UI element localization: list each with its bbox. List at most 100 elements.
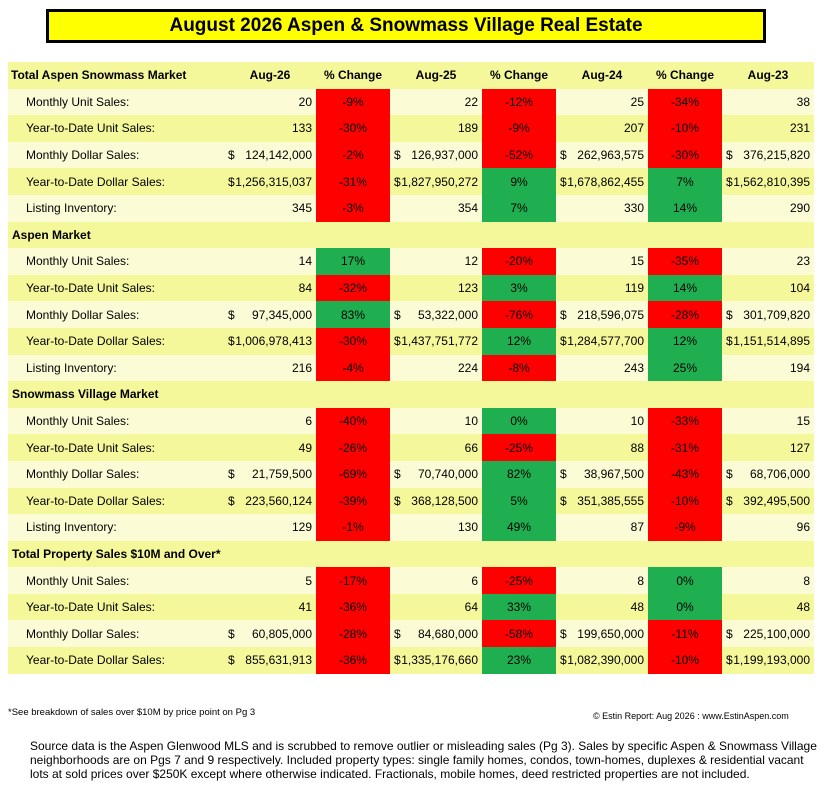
- value-cell: 87: [556, 514, 648, 541]
- value: 60,805,000: [251, 626, 312, 641]
- value: 10: [464, 414, 478, 429]
- value: 1,678,862,455: [567, 174, 644, 189]
- value: 290: [789, 201, 810, 216]
- value-cell: 96: [722, 514, 814, 541]
- source-note: Source data is the Aspen Glenwood MLS an…: [30, 739, 817, 781]
- value-cell: $97,345,000: [224, 301, 316, 328]
- value: 5: [305, 573, 312, 588]
- percent-change-cell: 7%: [482, 194, 556, 222]
- percent-change-cell: -9%: [482, 115, 556, 142]
- value-cell: $70,740,000: [390, 460, 482, 488]
- row-label: Year-to-Date Dollar Sales:: [8, 168, 224, 195]
- value-cell: $21,759,500: [224, 460, 316, 488]
- value-cell: $1,827,950,272: [390, 168, 482, 195]
- table-row: Monthly Dollar Sales: $97,345,000 83% $53,3…: [8, 301, 814, 328]
- value-cell: $1,151,514,895: [722, 327, 814, 355]
- percent-change-cell: -12%: [482, 88, 556, 116]
- value-cell: 15: [556, 248, 648, 275]
- value-cell: $1,256,315,037: [224, 168, 316, 195]
- percent-change-cell: -33%: [648, 407, 722, 435]
- section-title: Total Aspen Snowmass Market: [8, 62, 224, 89]
- value: 8: [803, 573, 810, 588]
- value: 301,709,820: [743, 307, 810, 322]
- value: 1,562,810,395: [733, 174, 810, 189]
- value-cell: 127: [722, 434, 814, 461]
- value-cell: 104: [722, 274, 814, 302]
- table-row: Listing Inventory: 216 -4% 224 -8% 243 25% 194: [8, 354, 814, 382]
- value-cell: 12: [390, 248, 482, 275]
- value: 1,082,390,000: [567, 653, 644, 668]
- percent-change-cell: -8%: [482, 354, 556, 382]
- value: 345: [291, 201, 312, 216]
- percent-change-cell: -58%: [482, 620, 556, 648]
- table-row: Year-to-Date Dollar Sales: $1,006,978,413…: [8, 327, 814, 355]
- section-title: Snowmass Village Market: [8, 381, 814, 408]
- value: 25: [630, 94, 644, 109]
- value-cell: $126,937,000: [390, 141, 482, 169]
- value: 10: [630, 414, 644, 429]
- currency-symbol: $: [394, 174, 401, 189]
- value-cell: 84: [224, 274, 316, 302]
- percent-change-cell: -30%: [648, 141, 722, 169]
- table-row: Monthly Dollar Sales: $124,142,000 -2% $126…: [8, 141, 814, 169]
- footnote: *See breakdown of sales over $10M by pri…: [8, 707, 256, 718]
- percent-change-cell: 5%: [482, 487, 556, 515]
- percent-change-cell: -30%: [316, 327, 390, 355]
- value-cell: $1,335,176,660: [390, 647, 482, 674]
- value-cell: 345: [224, 194, 316, 222]
- value: 64: [464, 600, 478, 615]
- row-label: Monthly Unit Sales:: [8, 88, 224, 116]
- value-cell: 8: [556, 567, 648, 594]
- value: 123: [457, 281, 478, 296]
- value: 1,006,978,413: [235, 334, 312, 349]
- percent-change-cell: 25%: [648, 354, 722, 382]
- value: 97,345,000: [251, 307, 312, 322]
- percent-change-cell: -28%: [648, 301, 722, 328]
- percent-change-cell: -10%: [648, 647, 722, 674]
- currency-symbol: $: [726, 626, 733, 641]
- credit-line: © Estin Report: Aug 2026 : www.EstinAspe…: [593, 711, 789, 721]
- percent-change-cell: -40%: [316, 407, 390, 435]
- value: 376,215,820: [743, 148, 810, 163]
- row-label: Year-to-Date Dollar Sales:: [8, 487, 224, 515]
- value-cell: 243: [556, 354, 648, 382]
- value-cell: 49: [224, 434, 316, 461]
- value: 15: [796, 414, 810, 429]
- value-cell: 41: [224, 593, 316, 621]
- value-cell: 5: [224, 567, 316, 594]
- percent-change-cell: -31%: [316, 168, 390, 195]
- value-cell: $225,100,000: [722, 620, 814, 648]
- row-label: Listing Inventory:: [8, 514, 224, 541]
- value: 392,495,500: [743, 493, 810, 508]
- percent-change-cell: -2%: [316, 141, 390, 169]
- value: 14: [298, 254, 312, 269]
- percent-change-cell: -30%: [316, 115, 390, 142]
- percent-change-cell: 12%: [482, 327, 556, 355]
- value-cell: 129: [224, 514, 316, 541]
- value-cell: $218,596,075: [556, 301, 648, 328]
- value-cell: $84,680,000: [390, 620, 482, 648]
- row-label: Monthly Dollar Sales:: [8, 460, 224, 488]
- table-row: Monthly Unit Sales: 20 -9% 22 -12% 25 -34% 38: [8, 88, 814, 116]
- value: 231: [789, 121, 810, 136]
- table-row: Listing Inventory: 345 -3% 354 7% 330 14% 290: [8, 194, 814, 222]
- value: 6: [471, 573, 478, 588]
- value: 225,100,000: [743, 626, 810, 641]
- value-cell: $1,082,390,000: [556, 647, 648, 674]
- value: 1,199,193,000: [733, 653, 810, 668]
- value-cell: 10: [556, 407, 648, 435]
- value-cell: $351,385,555: [556, 487, 648, 515]
- currency-symbol: $: [726, 148, 733, 163]
- value: 104: [789, 281, 810, 296]
- table-row: Monthly Unit Sales: 5 -17% 6 -25% 8 0% 8: [8, 567, 814, 594]
- column-header: Aug-23: [722, 62, 814, 89]
- currency-symbol: $: [228, 467, 235, 482]
- percent-change-cell: -10%: [648, 115, 722, 142]
- currency-symbol: $: [228, 493, 235, 508]
- row-label: Monthly Dollar Sales:: [8, 141, 224, 169]
- row-label: Listing Inventory:: [8, 194, 224, 222]
- percent-change-cell: -69%: [316, 460, 390, 488]
- value: 133: [291, 121, 312, 136]
- column-header: Aug-26: [224, 62, 316, 89]
- table-row: Year-to-Date Unit Sales: 133 -30% 189 -9% 207…: [8, 115, 814, 142]
